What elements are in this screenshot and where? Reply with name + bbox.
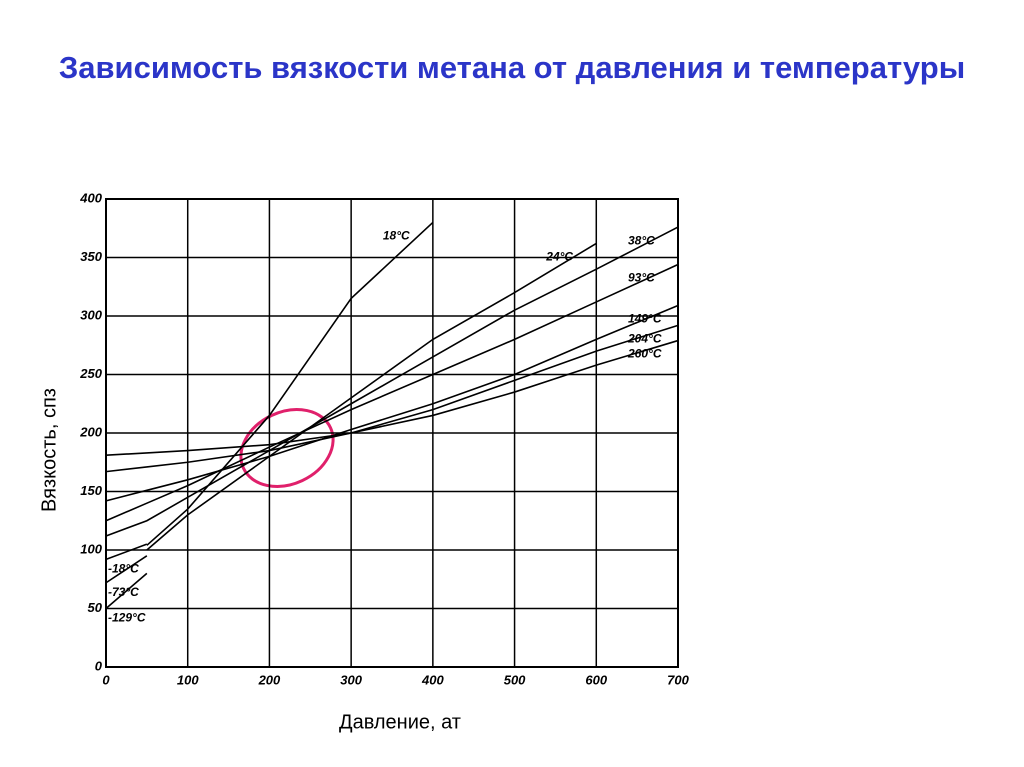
y-tick-label: 400 bbox=[79, 190, 102, 205]
x-tick-label: 100 bbox=[177, 672, 199, 687]
x-tick-label: 500 bbox=[504, 672, 526, 687]
highlight-ellipse bbox=[239, 408, 335, 488]
series-line bbox=[105, 555, 148, 584]
x-axis-label: Давление, ат bbox=[339, 711, 461, 733]
series-label: 18°C bbox=[383, 229, 410, 243]
series-line bbox=[146, 242, 597, 551]
y-tick-label: 200 bbox=[79, 424, 102, 439]
series-line bbox=[105, 543, 148, 561]
series-line bbox=[105, 572, 148, 610]
series-label: 93°C bbox=[628, 271, 655, 285]
series-label: 38°C bbox=[628, 233, 655, 247]
chart-title: Зависимость вязкости метана от давления … bbox=[59, 50, 965, 85]
series-label: 204°C bbox=[627, 332, 662, 346]
series-label: -18°C bbox=[108, 562, 139, 576]
series-line bbox=[146, 221, 434, 546]
series-line bbox=[105, 263, 679, 522]
x-tick-label: 200 bbox=[258, 672, 281, 687]
series-label: -73°C bbox=[108, 585, 139, 599]
x-tick-label: 600 bbox=[585, 672, 607, 687]
x-tick-label: 700 bbox=[667, 672, 689, 687]
x-tick-label: 400 bbox=[421, 672, 444, 687]
series-line bbox=[105, 226, 679, 537]
series-label: 24°C bbox=[545, 250, 573, 264]
plot-frame bbox=[105, 198, 679, 668]
x-tick-label: 0 bbox=[102, 672, 110, 687]
y-axis-label: Вязкость, спз bbox=[38, 388, 60, 512]
series-label: 260°C bbox=[627, 347, 662, 361]
series-label: -129°C bbox=[108, 611, 146, 625]
y-tick-label: 250 bbox=[79, 366, 102, 381]
y-tick-label: 350 bbox=[80, 249, 102, 264]
x-tick-label: 300 bbox=[340, 672, 362, 687]
series-line bbox=[105, 339, 679, 457]
y-tick-label: 300 bbox=[80, 307, 102, 322]
y-tick-label: 50 bbox=[88, 600, 103, 615]
series-label: 149°C bbox=[628, 312, 662, 326]
y-tick-label: 100 bbox=[80, 541, 102, 556]
y-tick-label: 150 bbox=[80, 483, 102, 498]
series-line bbox=[105, 304, 679, 502]
y-tick-label: 0 bbox=[95, 658, 103, 673]
